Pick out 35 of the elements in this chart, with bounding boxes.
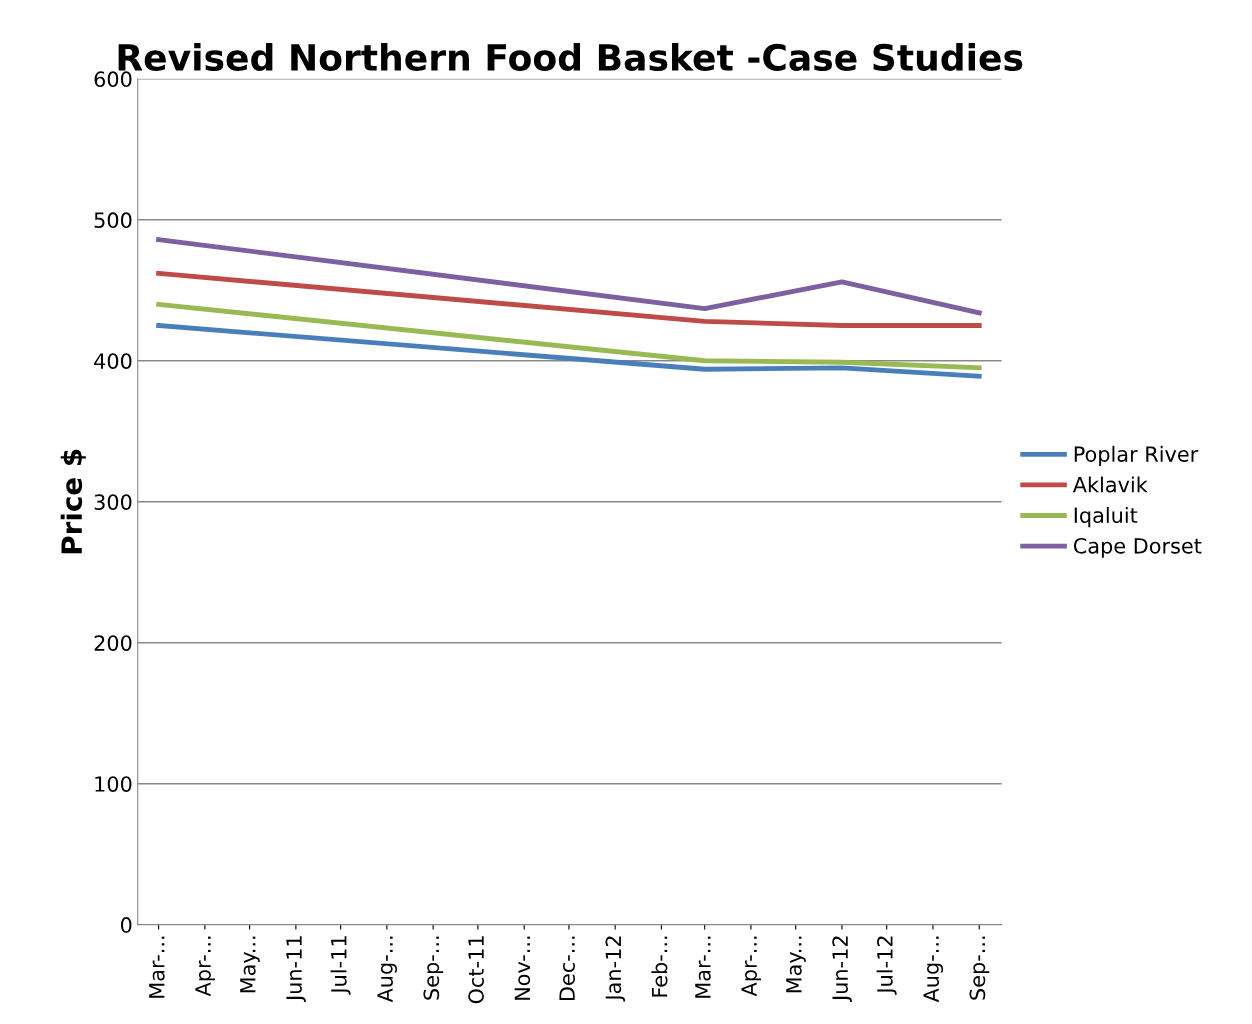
x-tick-label: Mar-... — [695, 936, 711, 998]
y-tick-label: 600 — [94, 71, 132, 88]
legend-label: Cape Dorset — [1073, 537, 1202, 558]
line-series — [156, 237, 982, 316]
x-tick-label: Aug-... — [377, 936, 397, 1003]
x-tick-label: Dec-... — [559, 936, 575, 1001]
x-tick-label: Feb-... — [651, 936, 668, 997]
x-tick-label: Aug-... — [923, 936, 944, 1003]
x-tick-label: Apr-... — [741, 936, 762, 997]
x-tick-label: Sep-... — [969, 936, 990, 1000]
x-tick-label: Jul-12 — [876, 936, 897, 995]
x-tick-label: Jul-11 — [330, 936, 351, 995]
line-series — [156, 323, 982, 379]
x-tick-label: Apr-... — [195, 936, 215, 997]
x-tick-label: May... — [240, 936, 260, 993]
x-tick-label: Jun-12 — [832, 936, 852, 1003]
chart-title: Revised Northern Food Basket -Case Studies — [118, 43, 1023, 72]
y-tick-label: 200 — [94, 635, 132, 651]
legend-label: Aklavik — [1072, 476, 1148, 493]
y-tick-label: 100 — [95, 776, 132, 792]
y-tick-label: 0 — [120, 917, 132, 933]
x-tick-label: Mar-... — [149, 936, 165, 998]
x-tick-label: Jun-11 — [286, 936, 306, 1003]
line-series — [156, 301, 982, 371]
y-tick-label: 500 — [94, 212, 132, 229]
x-tick-label: Sep-... — [423, 936, 444, 1000]
x-tick-label: Nov-... — [514, 936, 531, 1000]
x-tick-label: Oct-11 — [468, 936, 484, 1004]
x-tick-label: May... — [786, 936, 806, 993]
legend-label: Poplar River — [1074, 445, 1199, 466]
y-tick-label: 400 — [94, 353, 132, 369]
y-axis-title: Price $ — [60, 449, 86, 554]
x-tick-label: Jan-12 — [605, 936, 626, 1002]
legend-label: Iqaluit — [1074, 506, 1138, 528]
y-tick-label: 300 — [94, 494, 132, 510]
